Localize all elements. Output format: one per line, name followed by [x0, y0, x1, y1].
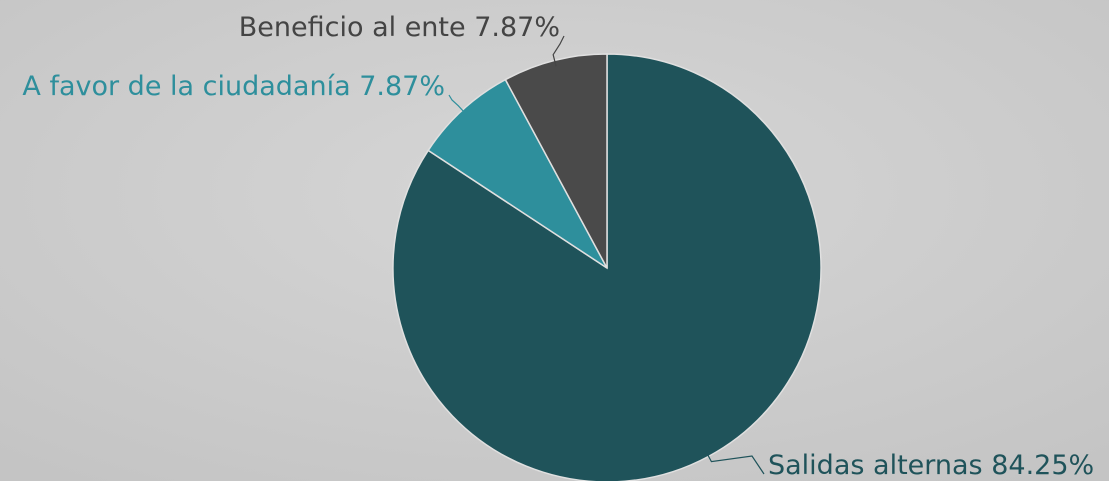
data-label: A favor de la ciudadanía 7.87% — [22, 71, 445, 102]
label-name: Salidas alternas — [768, 450, 983, 481]
label-value: 84.25% — [991, 450, 1094, 481]
leader-line — [448, 94, 467, 116]
data-label: Salidas alternas 84.25% — [768, 450, 1094, 481]
label-name: A favor de la ciudadanía — [22, 71, 350, 102]
label-value: 7.87% — [474, 12, 560, 43]
leader-line — [705, 450, 765, 475]
leader-line — [552, 35, 565, 67]
label-name: Beneficio al ente — [239, 12, 466, 43]
data-label: Beneficio al ente 7.87% — [239, 12, 560, 43]
label-value: 7.87% — [359, 71, 445, 102]
